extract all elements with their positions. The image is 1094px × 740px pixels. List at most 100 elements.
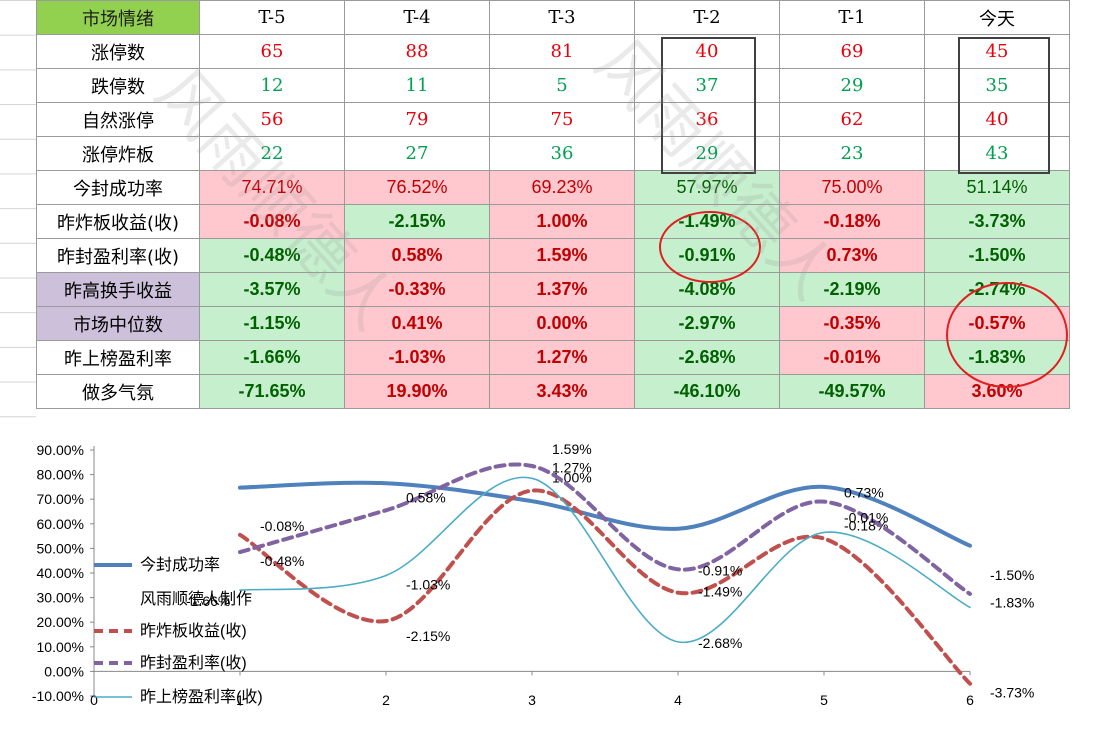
table-cell: 11 bbox=[344, 68, 490, 103]
table-cell: -0.48% bbox=[199, 238, 345, 273]
table-cell: 19.90% bbox=[344, 374, 490, 409]
row-label: 昨上榜盈利率 bbox=[36, 340, 200, 375]
header-cell-day: T-2 bbox=[634, 0, 780, 35]
y-tick-label: 50.00% bbox=[37, 540, 84, 556]
data-label: -2.15% bbox=[406, 628, 450, 644]
table-cell: -49.57% bbox=[779, 374, 925, 409]
table-cell: 5 bbox=[489, 68, 635, 103]
table-row: 昨炸板收益(收) -0.08% -2.15% 1.00% -1.49% -0.18% -3.… bbox=[36, 204, 1070, 239]
header-cell-day: T-3 bbox=[489, 0, 635, 35]
table-cell: -46.10% bbox=[634, 374, 780, 409]
data-label: -3.73% bbox=[990, 685, 1034, 701]
table-cell: 51.14% bbox=[924, 170, 1070, 205]
table-cell: -3.73% bbox=[924, 204, 1070, 239]
header-cell-day: T-5 bbox=[199, 0, 345, 35]
data-label: -2.68% bbox=[698, 635, 742, 651]
table-row: 昨封盈利率(收) -0.48% 0.58% 1.59% -0.91% 0.73% -1.50… bbox=[36, 238, 1070, 273]
x-tick-label: 3 bbox=[528, 692, 536, 708]
table-cell: -71.65% bbox=[199, 374, 345, 409]
y-tick-label: 90.00% bbox=[37, 442, 84, 458]
highlight-circle-today bbox=[946, 282, 1068, 388]
market-sentiment-table: 市场情绪 T-5 T-4 T-3 T-2 T-1 今天 涨停数 65 88 81 40 69 45 跌停数 1… bbox=[36, 0, 1070, 409]
table-cell: -0.18% bbox=[779, 204, 925, 239]
y-tick-label: 30.00% bbox=[37, 590, 84, 606]
table-cell: 12 bbox=[199, 68, 345, 103]
data-label: 1.59% bbox=[552, 441, 592, 457]
y-tick-label: -10.00% bbox=[32, 688, 84, 704]
table-cell: -1.15% bbox=[199, 306, 345, 341]
legend-label: 今封成功率 bbox=[140, 556, 220, 574]
table-cell: 76.52% bbox=[344, 170, 490, 205]
x-tick-label: 2 bbox=[382, 692, 390, 708]
y-tick-label: 70.00% bbox=[37, 491, 84, 507]
table-cell: 65 bbox=[199, 34, 345, 69]
highlight-circle-t2 bbox=[659, 211, 761, 283]
table-cell: 0.58% bbox=[344, 238, 490, 273]
table-row: 涨停数 65 88 81 40 69 45 bbox=[36, 34, 1070, 69]
data-label: 1.27% bbox=[552, 459, 592, 475]
data-label: -0.48% bbox=[260, 553, 304, 569]
table-cell: -1.50% bbox=[924, 238, 1070, 273]
table-cell: 56 bbox=[199, 102, 345, 137]
row-label: 做多气氛 bbox=[36, 374, 200, 409]
header-cell-day: T-1 bbox=[779, 0, 925, 35]
table-cell: 3.43% bbox=[489, 374, 635, 409]
table-cell: -1.66% bbox=[199, 340, 345, 375]
table-cell: 1.59% bbox=[489, 238, 635, 273]
line-chart: -10.00% 0.00% 10.00% 20.00% 30.00% 40.00% 50.0… bbox=[32, 441, 1035, 708]
table-cell: 27 bbox=[344, 136, 490, 171]
table-cell: 88 bbox=[344, 34, 490, 69]
table-cell: 40 bbox=[924, 102, 1070, 137]
row-label: 昨高换手收益 bbox=[36, 272, 200, 307]
table-cell: 1.27% bbox=[489, 340, 635, 375]
header-cell-day: 今天 bbox=[924, 0, 1070, 35]
table-row: 昨上榜盈利率 -1.66% -1.03% 1.27% -2.68% -0.01% -1.83… bbox=[36, 340, 1070, 375]
table-cell: 29 bbox=[779, 68, 925, 103]
data-label: -1.49% bbox=[698, 584, 742, 600]
data-label: 0.73% bbox=[844, 485, 884, 501]
data-label: -0.01% bbox=[844, 509, 888, 525]
table-cell: 69 bbox=[779, 34, 925, 69]
table-cell: 75.00% bbox=[779, 170, 925, 205]
y-tick-label: 10.00% bbox=[37, 639, 84, 655]
row-label: 涨停数 bbox=[36, 34, 200, 69]
header-cell-day: T-4 bbox=[344, 0, 490, 35]
table-cell: 74.71% bbox=[199, 170, 345, 205]
x-tick-label: 6 bbox=[966, 692, 974, 708]
header-cell-sentiment: 市场情绪 bbox=[36, 0, 200, 35]
table-cell: -0.33% bbox=[344, 272, 490, 307]
table-cell: -2.97% bbox=[634, 306, 780, 341]
y-tick-label: 20.00% bbox=[37, 614, 84, 630]
data-label: -0.91% bbox=[698, 562, 742, 578]
table-cell: -0.35% bbox=[779, 306, 925, 341]
table-cell: 0.00% bbox=[489, 306, 635, 341]
table-cell: 1.00% bbox=[489, 204, 635, 239]
data-label: -0.08% bbox=[260, 518, 304, 534]
legend-label: 昨上榜盈利率(收) bbox=[140, 688, 263, 706]
table-row: 昨高换手收益 -3.57% -0.33% 1.37% -4.08% -2.19% -2.74… bbox=[36, 272, 1070, 307]
row-label: 涨停炸板 bbox=[36, 136, 200, 171]
data-label: -1.03% bbox=[406, 576, 450, 592]
table-row: 市场中位数 -1.15% 0.41% 0.00% -2.97% -0.35% -0.57% bbox=[36, 306, 1070, 341]
y-tick-label: 80.00% bbox=[37, 467, 84, 483]
row-label: 昨炸板收益(收) bbox=[36, 204, 200, 239]
table-row: 涨停炸板 22 27 36 29 23 43 bbox=[36, 136, 1070, 171]
highlight-box-today bbox=[958, 37, 1050, 174]
series-line bbox=[238, 488, 972, 686]
table-cell: 69.23% bbox=[489, 170, 635, 205]
y-tick-label: 40.00% bbox=[37, 565, 84, 581]
x-tick-label: 5 bbox=[820, 692, 828, 708]
table-row: 自然涨停 56 79 75 36 62 40 bbox=[36, 102, 1070, 137]
y-tick-label: 0.00% bbox=[44, 663, 84, 679]
row-label: 跌停数 bbox=[36, 68, 200, 103]
row-label: 昨封盈利率(收) bbox=[36, 238, 200, 273]
table-cell: 1.37% bbox=[489, 272, 635, 307]
row-label: 市场中位数 bbox=[36, 306, 200, 341]
row-label: 今封成功率 bbox=[36, 170, 200, 205]
legend-label: 昨封盈利率(收) bbox=[140, 654, 247, 672]
table-cell: 57.97% bbox=[634, 170, 780, 205]
x-tick-label: 0 bbox=[90, 692, 98, 708]
table-row: 跌停数 12 11 5 37 29 35 bbox=[36, 68, 1070, 103]
table-header-row: 市场情绪 T-5 T-4 T-3 T-2 T-1 今天 bbox=[36, 0, 1070, 35]
data-label: -1.50% bbox=[990, 567, 1034, 583]
